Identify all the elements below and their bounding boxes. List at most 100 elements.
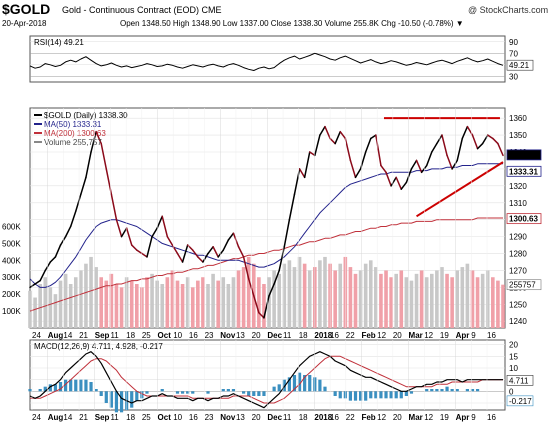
macd-histogram-bar (399, 391, 403, 399)
price-segment (192, 249, 199, 258)
volume-bar (353, 273, 358, 328)
macd-histogram-bar (303, 375, 307, 392)
volume-bar (348, 267, 353, 328)
rsi-tick-label: 70 (509, 49, 518, 58)
macd-current-label: 4.711 (509, 376, 529, 385)
volume-bar (58, 280, 63, 328)
macd-histogram-bar (353, 391, 358, 401)
price-x-tick-label: 23 (205, 331, 214, 340)
macd-legend: MACD(12,26,9) 4.711, 4.928, -0.217 (34, 342, 163, 351)
volume-bar (313, 267, 317, 328)
volume-bar (43, 277, 48, 328)
macd-x-tick-label: Sep (95, 413, 110, 422)
price-segment (278, 246, 286, 272)
price-segment (176, 252, 184, 263)
volume-bar (465, 263, 470, 328)
volume-bar (282, 263, 287, 328)
volume-bar (150, 273, 154, 328)
price-segment (130, 244, 138, 251)
macd-histogram-bar (394, 391, 398, 399)
price-x-tick-label: Feb (361, 331, 375, 340)
price-segment (441, 134, 448, 157)
price-segment (156, 215, 163, 229)
price-x-tick-label: 16 (487, 331, 496, 340)
volume-tick-label: 200K (2, 290, 21, 299)
volume-bar (450, 277, 454, 328)
macd-x-tick-label: 13 (236, 413, 245, 422)
volume-bar (389, 277, 393, 328)
macd-histogram-bar (94, 389, 98, 392)
macd-histogram-bar (282, 379, 286, 392)
price-x-tick-label: Oct (158, 331, 172, 340)
macd-x-tick-label: 18 (299, 413, 308, 422)
macd-histogram-bar (104, 391, 108, 403)
price-segment (319, 125, 326, 136)
price-segment (385, 171, 392, 187)
price-legend-entry: Volume 255,757 (44, 138, 102, 147)
macd-histogram-bar (74, 379, 78, 392)
price-legend-entry: MA(200) 1300.63 (44, 129, 106, 138)
price-segment (380, 164, 387, 174)
price-tick-label: 1240 (509, 317, 527, 326)
symbol-description: Gold - Continuous Contract (EOD) CME (62, 5, 222, 15)
price-segment (115, 218, 123, 238)
volume-bar (124, 277, 129, 328)
price-segment (283, 218, 291, 248)
volume-tick-label: 100K (2, 307, 21, 316)
price-segment (85, 151, 92, 179)
macd-histogram-bar (450, 389, 454, 392)
price-segment (197, 256, 204, 263)
macd-histogram-bar (231, 389, 236, 392)
price-current-label: 1338.30 (509, 151, 538, 160)
macd-histogram-bar (348, 391, 353, 401)
macd-histogram-bar (277, 384, 281, 392)
price-segment (273, 269, 280, 285)
price-tick-label: 1290 (509, 233, 527, 242)
price-segment (303, 151, 311, 179)
macd-histogram-bar (435, 389, 439, 392)
macd-histogram-bar (206, 391, 210, 394)
macd-histogram-bar (247, 391, 251, 396)
price-segment (217, 249, 225, 258)
volume-bar (470, 270, 475, 328)
price-segment (308, 151, 316, 157)
macd-histogram-bar (364, 391, 368, 401)
macd-histogram-bar (323, 386, 327, 392)
price-segment (166, 235, 174, 246)
macd-histogram-bar (114, 391, 119, 413)
volume-bar (145, 277, 149, 328)
volume-bar (496, 280, 500, 328)
macd-histogram-bar (180, 391, 185, 394)
price-segment (344, 137, 352, 162)
volume-bar (68, 284, 73, 328)
macd-histogram-bar (89, 382, 93, 392)
price-current-box (506, 165, 542, 177)
macd-histogram-bar (135, 391, 139, 401)
macd-histogram-bar (425, 389, 429, 392)
price-segment (151, 227, 158, 238)
volume-current-label: 255757 (509, 281, 536, 290)
macd-tick-label: 20 (509, 341, 518, 350)
macd-histogram-bar (343, 391, 347, 399)
volume-bar (211, 273, 215, 328)
macd-x-tick-label: Feb (361, 413, 375, 422)
price-segment (95, 130, 102, 145)
price-x-tick-label: Apr (456, 331, 470, 340)
macd-histogram-bar (455, 389, 459, 392)
price-segment (431, 142, 438, 153)
macd-histogram-bar (226, 389, 230, 392)
source-credit: @ StockCharts.com (468, 5, 549, 15)
price-segment (415, 159, 423, 174)
volume-bar (414, 273, 419, 328)
macd-histogram-bar (242, 391, 246, 394)
price-segment (141, 252, 148, 258)
price-tick-label: 1310 (509, 199, 527, 208)
price-segment (64, 225, 72, 238)
ohlc-summary: Open 1348.50 High 1348.90 Low 1337.00 Cl… (120, 19, 464, 28)
price-x-tick-label: Aug (48, 331, 64, 340)
volume-bar (48, 287, 53, 328)
macd-histogram-bar (465, 389, 469, 392)
macd-x-tick-label: 14 (63, 413, 72, 422)
volume-bar (318, 260, 322, 328)
volume-bar (99, 277, 104, 328)
